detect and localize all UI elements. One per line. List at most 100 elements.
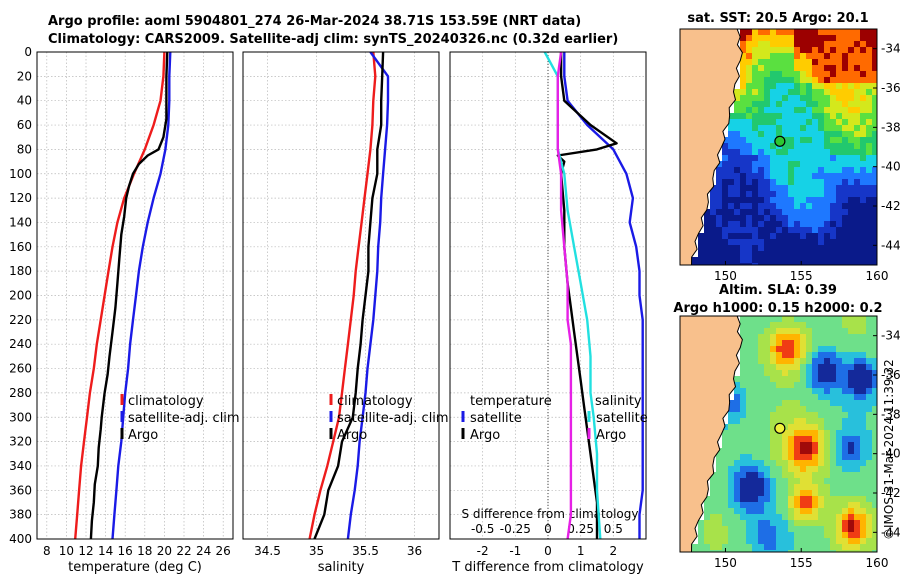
- map-cell: [860, 131, 867, 138]
- map-cell: [716, 502, 723, 509]
- map-cell: [746, 41, 753, 48]
- map-cell: [722, 233, 729, 240]
- map-cell: [746, 496, 753, 503]
- map-cell: [848, 490, 855, 497]
- map-cell: [776, 340, 783, 347]
- map-cell: [776, 179, 783, 186]
- map-cell: [746, 358, 753, 365]
- map-cell: [752, 245, 759, 252]
- map-cell: [794, 47, 801, 54]
- map-cell: [794, 538, 801, 545]
- map-cell: [812, 478, 819, 485]
- map-cell: [812, 550, 819, 552]
- map-cell: [824, 478, 831, 485]
- map-cell: [818, 448, 825, 455]
- map-cell: [746, 430, 753, 437]
- map-cell: [866, 460, 873, 467]
- map-cell: [770, 520, 777, 527]
- map-cell: [764, 35, 771, 42]
- map-cell: [800, 35, 807, 42]
- map-cell: [836, 502, 843, 509]
- map-cell: [818, 125, 825, 132]
- map-cell: [740, 65, 747, 72]
- map-cell: [872, 149, 877, 156]
- map-cell: [860, 322, 867, 329]
- map-cell: [812, 418, 819, 425]
- map-cell: [836, 406, 843, 413]
- map-cell: [782, 155, 789, 162]
- map-cell: [860, 155, 867, 162]
- map-cell: [866, 233, 873, 240]
- map-cell: [818, 149, 825, 156]
- map-cell: [740, 394, 747, 401]
- map-cell: [848, 119, 855, 126]
- map-cell: [830, 203, 837, 210]
- map-cell: [818, 65, 825, 72]
- map-cell: [836, 526, 843, 533]
- map-cell: [860, 59, 867, 66]
- map-cell: [806, 119, 813, 126]
- map-cell: [800, 430, 807, 437]
- map-cell: [788, 472, 795, 479]
- map-cell: [854, 41, 861, 48]
- map-cell: [800, 484, 807, 491]
- map-cell: [836, 155, 843, 162]
- map-cell: [794, 227, 801, 234]
- map-cell: [716, 490, 723, 497]
- map-cell: [764, 47, 771, 54]
- map-cell: [824, 406, 831, 413]
- map-field: [680, 29, 877, 265]
- map-cell: [860, 400, 867, 407]
- map-cell: [842, 538, 849, 545]
- map-cell: [740, 472, 747, 479]
- map-cell: [854, 424, 861, 431]
- map-cell: [734, 239, 741, 246]
- map-cell: [788, 29, 795, 36]
- map-cell: [776, 400, 783, 407]
- map-cell: [740, 143, 747, 150]
- map-cell: [842, 131, 849, 138]
- map-cell: [866, 406, 873, 413]
- map-cell: [782, 508, 789, 515]
- map-cell: [824, 203, 831, 210]
- map-cell: [764, 442, 771, 449]
- map-cell: [812, 382, 819, 389]
- map-cell: [806, 179, 813, 186]
- map-cell: [782, 316, 789, 323]
- map-cell: [710, 191, 717, 198]
- map-cell: [872, 71, 877, 78]
- map-cell: [788, 143, 795, 150]
- map-cell: [812, 388, 819, 395]
- map-cell: [746, 382, 753, 389]
- map-cell: [836, 382, 843, 389]
- map-cell: [716, 197, 723, 204]
- map-cell: [866, 496, 873, 503]
- map-cell: [806, 221, 813, 228]
- map-cell: [728, 251, 735, 258]
- map-cell: [866, 430, 873, 437]
- map-cell: [776, 520, 783, 527]
- map-cell: [728, 149, 735, 156]
- map-cell: [806, 442, 813, 449]
- map-cell: [860, 41, 867, 48]
- map-cell: [866, 53, 873, 60]
- map-cell: [842, 334, 849, 341]
- map-cell: [788, 448, 795, 455]
- map-cell: [776, 41, 783, 48]
- map-cell: [848, 418, 855, 425]
- map-cell: [770, 95, 777, 102]
- map-cell: [860, 418, 867, 425]
- map-cell: [758, 161, 765, 168]
- map-cell: [752, 514, 759, 521]
- map-cell: [866, 77, 873, 84]
- map-cell: [782, 550, 789, 552]
- map-cell: [770, 209, 777, 216]
- map-cell: [740, 203, 747, 210]
- map-cell: [824, 53, 831, 60]
- map-cell: [818, 352, 825, 359]
- map-cell: [740, 340, 747, 347]
- map-cell: [698, 233, 705, 240]
- map-cell: [812, 358, 819, 365]
- map-cell: [836, 358, 843, 365]
- map-cell: [872, 179, 877, 186]
